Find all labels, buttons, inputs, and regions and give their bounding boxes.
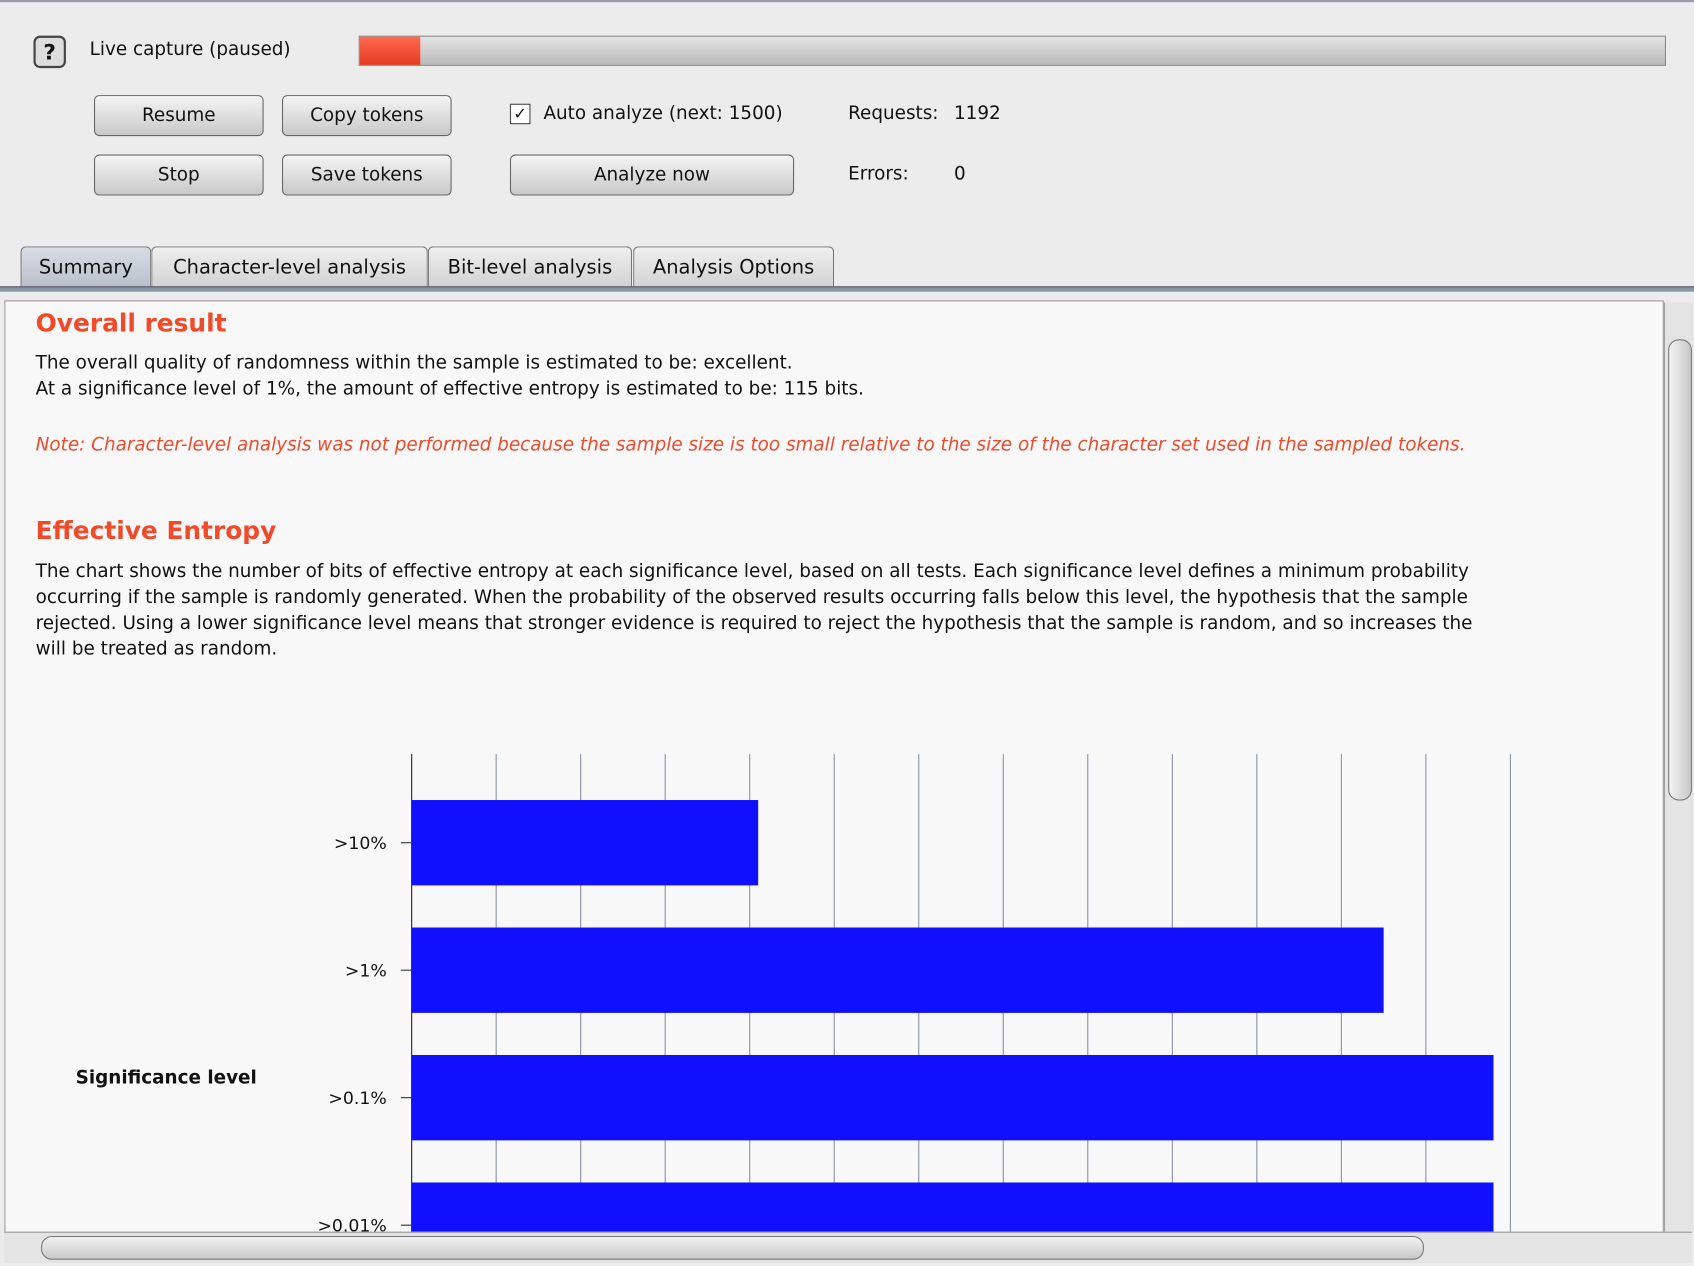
entropy-title: Effective Entropy bbox=[35, 517, 277, 546]
tab-character[interactable]: Character-level analysis bbox=[151, 246, 428, 288]
entropy-line: will be treated as random. bbox=[35, 638, 278, 661]
overall-note: Note: Character-level analysis was not p… bbox=[35, 434, 1466, 456]
save-tokens-button[interactable]: Save tokens bbox=[281, 154, 452, 196]
overall-title: Overall result bbox=[35, 310, 227, 339]
progress-fill bbox=[359, 36, 421, 65]
entropy-chart: Significance level >10% >1% >0.1% >0.01% bbox=[76, 754, 1511, 1233]
y-tick-label: >0.01% bbox=[317, 1217, 386, 1233]
stop-button[interactable]: Stop bbox=[93, 154, 264, 196]
bar bbox=[411, 927, 1384, 1013]
bar bbox=[411, 800, 759, 886]
analyze-now-button[interactable]: Analyze now bbox=[509, 154, 795, 196]
entropy-line: rejected. Using a lower significance lev… bbox=[35, 612, 1473, 635]
requests-count: 1192 bbox=[953, 102, 1001, 125]
y-tick-label: >0.1% bbox=[328, 1089, 386, 1109]
overall-line: At a significance level of 1%, the amoun… bbox=[35, 378, 864, 400]
scroll-thumb[interactable] bbox=[1668, 339, 1692, 801]
resume-button[interactable]: Resume bbox=[93, 95, 264, 137]
bar bbox=[411, 1055, 1494, 1141]
entropy-line: occurring if the sample is randomly gene… bbox=[35, 586, 1468, 609]
y-tick-label: >10% bbox=[334, 834, 387, 854]
auto-analyze-label: Auto analyze (next: 1500) bbox=[543, 102, 783, 125]
y-axis-label: Significance level bbox=[76, 1068, 257, 1089]
y-tick-label: >1% bbox=[345, 962, 387, 982]
top-border bbox=[0, 0, 1694, 3]
vertical-scrollbar[interactable] bbox=[1663, 302, 1693, 1232]
tab-options[interactable]: Analysis Options bbox=[633, 246, 835, 288]
errors-count: 0 bbox=[953, 163, 966, 185]
tab-bit[interactable]: Bit-level analysis bbox=[427, 246, 633, 288]
tab-bar-line bbox=[0, 286, 1694, 292]
overall-line: The overall quality of randomness within… bbox=[35, 352, 793, 374]
auto-analyze-checkbox[interactable]: ✓ bbox=[509, 103, 531, 125]
progress-bar bbox=[358, 35, 1666, 66]
status-label: Live capture (paused) bbox=[89, 38, 291, 61]
errors-label: Errors: bbox=[848, 163, 909, 185]
scroll-thumb[interactable] bbox=[41, 1235, 1424, 1260]
copy-tokens-button[interactable]: Copy tokens bbox=[281, 95, 452, 137]
tab-summary[interactable]: Summary bbox=[20, 246, 152, 288]
requests-label: Requests: bbox=[848, 102, 939, 125]
horizontal-scrollbar[interactable] bbox=[4, 1231, 1692, 1263]
bar bbox=[411, 1182, 1494, 1233]
entropy-line: The chart shows the number of bits of ef… bbox=[35, 560, 1469, 583]
help-icon[interactable]: ? bbox=[33, 35, 66, 69]
content-panel: Overall result The overall quality of ra… bbox=[4, 300, 1664, 1234]
